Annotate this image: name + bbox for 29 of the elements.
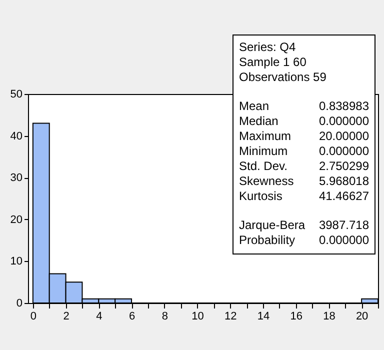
x-tick-label: 4: [96, 310, 102, 322]
text: Series: Q4: [239, 40, 296, 54]
text: Probability 0.000000: [239, 233, 369, 247]
text: Median 0.000000: [239, 114, 369, 128]
x-tick-label: 10: [192, 310, 204, 322]
x-tick-label: 0: [30, 310, 36, 322]
x-tick-label: 6: [128, 310, 136, 322]
x-tick-label: 20: [356, 310, 368, 322]
x-tick-label: 14: [257, 310, 270, 322]
text: Sample 1 60: [239, 55, 307, 69]
y-tick-label: 40: [10, 130, 22, 142]
y-tick-label: 0: [16, 298, 22, 310]
text: Std. Dev. 2.750299: [239, 159, 369, 173]
text: Kurtosis 41.46627: [239, 189, 369, 203]
x-tick-label: 2: [63, 310, 70, 322]
y-tick-label: 20: [10, 214, 22, 226]
x-tick-label: 18: [323, 310, 336, 322]
x-tick-label: 12: [224, 310, 237, 322]
y-tick-label: 50: [10, 88, 22, 100]
text: Maximum 20.00000: [239, 129, 369, 143]
y-tick-label: 10: [10, 256, 22, 268]
text: Mean 0.838983: [239, 99, 369, 113]
text: Jarque-Bera 3987.718: [239, 218, 369, 232]
text: Observations 59: [239, 70, 327, 84]
x-tick-label: 16: [290, 310, 302, 322]
text: Skewness 5.968018: [239, 174, 369, 188]
y-tick-label: 30: [10, 172, 22, 184]
text: Minimum 0.000000: [239, 144, 369, 158]
x-tick-label: 8: [162, 310, 168, 322]
